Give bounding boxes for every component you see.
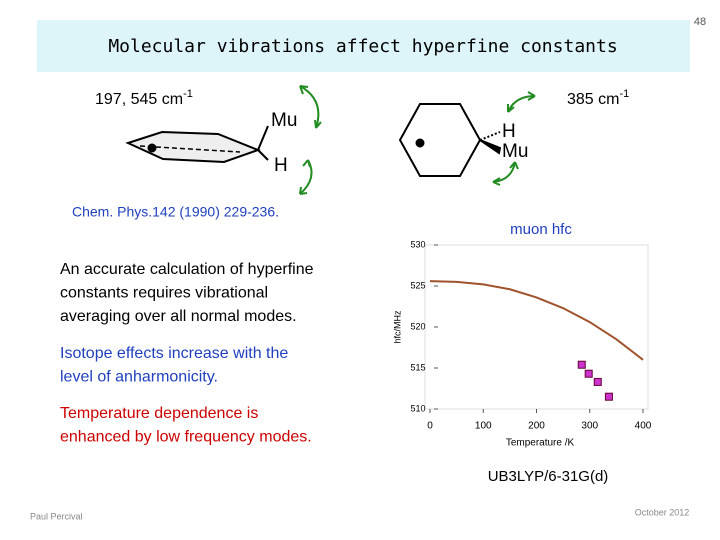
y-tick-label: 530	[410, 239, 425, 249]
atom-label: H	[502, 121, 516, 142]
x-tick-label: 300	[581, 421, 598, 432]
x-tick-label: 200	[528, 421, 545, 432]
right-molecule	[398, 103, 502, 177]
chart-title: muon hfc	[510, 221, 572, 238]
date: October 2012	[635, 507, 690, 517]
frequency: 385 cm-1	[567, 88, 629, 108]
reference: Chem. Phys.142 (1990) 229-236.	[72, 204, 279, 220]
x-tick-label: 400	[635, 421, 652, 432]
bullet-text: constants requires vibrational	[60, 285, 268, 302]
chart: muon hfc 510 515 520 525 530 0 100 200 300 400 Temp…	[392, 221, 651, 449]
y-tick-label: 520	[410, 321, 425, 331]
y-axis-label: hfc/MHz	[392, 310, 402, 344]
x-tick-label: 0	[427, 421, 433, 432]
frequency-text: 385 cm	[567, 91, 619, 108]
bullet-text: level of anharmonicity.	[60, 369, 218, 386]
data-point	[577, 360, 586, 369]
data-line	[429, 280, 644, 361]
left-molecule	[125, 125, 269, 164]
atom-label: Mu	[271, 110, 297, 131]
plot-area	[424, 244, 649, 410]
frequency: 197, 545 cm-1	[95, 88, 193, 108]
x-axis-label: Temperature /K	[506, 438, 575, 449]
slide-title: Molecular vibrations affect hyperfine co…	[108, 36, 617, 57]
author: Paul Percival	[30, 511, 83, 521]
y-tick-label: 525	[410, 280, 425, 290]
arrows	[299, 85, 536, 195]
bullet-text: enhanced by low frequency modes.	[60, 429, 312, 446]
bullet-text: Temperature dependence is	[60, 405, 258, 422]
bullet-text: averaging over all normal modes.	[60, 308, 297, 325]
page-number: 48	[694, 16, 706, 28]
data-point	[604, 392, 613, 401]
frequency-sup: -1	[619, 88, 629, 100]
method: UB3LYP/6-31G(d)	[488, 468, 609, 485]
x-tick-label: 100	[475, 421, 492, 432]
data-point	[584, 369, 593, 378]
title-box	[37, 20, 690, 72]
frequency-sup: -1	[183, 88, 193, 100]
data-point	[593, 377, 602, 386]
bullet-text: Isotope effects increase with the	[60, 345, 288, 362]
frequency-text: 197, 545 cm	[95, 91, 183, 108]
atom-label: H	[274, 155, 288, 176]
bullet-text: An accurate calculation of hyperfine	[60, 261, 314, 278]
y-tick-label: 515	[410, 362, 425, 372]
y-tick-label: 510	[410, 403, 425, 413]
atom-label: Mu	[502, 141, 528, 162]
